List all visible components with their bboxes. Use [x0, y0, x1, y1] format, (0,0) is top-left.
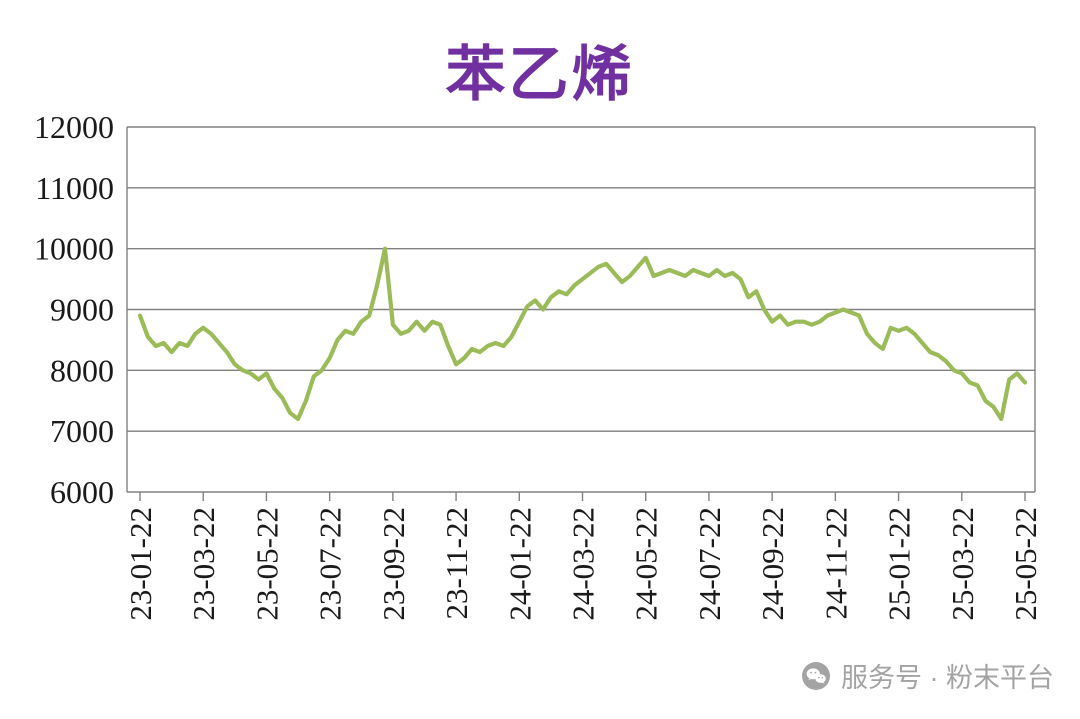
wechat-icon	[802, 661, 830, 690]
x-tick-label: 24-09-22	[755, 507, 790, 621]
y-axis-label: 12000	[34, 109, 114, 145]
x-tick-label: 23-03-22	[186, 507, 221, 621]
y-axis-label: 10000	[34, 231, 114, 267]
y-axis-label: 7000	[50, 413, 114, 449]
x-tick-label: 25-01-22	[882, 507, 917, 621]
x-tick-label: 24-11-22	[818, 507, 853, 620]
x-tick-label: 25-03-22	[945, 507, 980, 621]
x-tick-label: 23-09-22	[376, 507, 411, 621]
x-tick-label: 24-05-22	[629, 507, 664, 621]
x-tick-label: 24-01-22	[502, 507, 537, 621]
y-axis-label: 6000	[50, 474, 114, 510]
x-tick-label: 23-11-22	[439, 507, 474, 620]
y-axis-label: 11000	[35, 170, 114, 206]
price-line-series	[137, 246, 1028, 422]
chart-title: 苯乙烯	[445, 42, 635, 108]
watermark-text: 服务号 · 粉末平台	[841, 663, 1054, 693]
y-axis-label: 8000	[50, 352, 114, 388]
x-tick-label: 23-05-22	[249, 507, 284, 621]
x-tick-label: 23-07-22	[313, 507, 348, 621]
x-tick-label: 24-03-22	[566, 507, 601, 621]
x-tick-label: 23-01-22	[123, 507, 158, 621]
x-tick-label: 25-05-22	[1008, 507, 1043, 621]
watermark: 服务号 · 粉末平台	[801, 656, 1054, 695]
y-axis-label: 9000	[50, 292, 114, 328]
x-tick-label: 24-07-22	[692, 507, 727, 621]
